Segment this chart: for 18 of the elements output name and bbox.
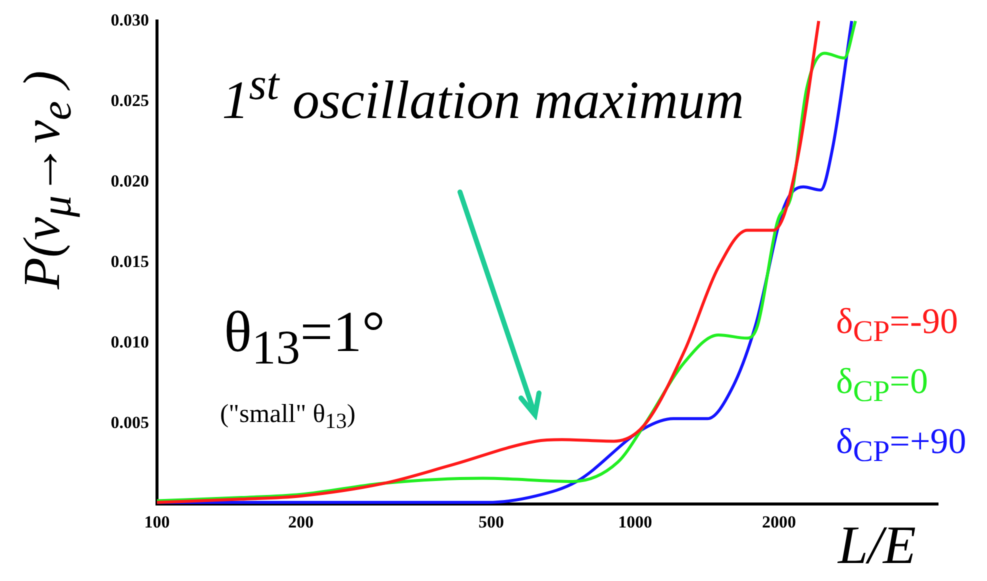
text: δ$_{CP}$=0	[836, 360, 928, 410]
x-tick-label: 200	[288, 512, 314, 532]
x-tick-label: 100	[144, 512, 170, 532]
y-tick-label: 0.015	[110, 252, 149, 271]
text: δ$_{CP}$=+90	[836, 420, 966, 470]
annotation: 1$^{st}$ oscillation maximum	[222, 59, 744, 130]
x-tick-label: 500	[478, 512, 504, 532]
y-tick-label: 0.020	[110, 171, 149, 190]
text: δ$_{CP}$=-90	[836, 300, 958, 350]
annotation: θ$_{13}$=1°	[224, 299, 386, 375]
x-axis-title: L/E	[838, 515, 916, 576]
y-tick-label: 0.030	[110, 10, 149, 30]
y-tick-label: 0.025	[110, 90, 149, 110]
x-tick-label: 1000	[618, 512, 652, 532]
x-tick-label: 2000	[762, 512, 796, 532]
annotation: ("small" θ$_{13}$)	[220, 399, 356, 434]
y-tick-label: 0.010	[110, 332, 149, 352]
y-tick-label: 0.005	[110, 412, 149, 432]
